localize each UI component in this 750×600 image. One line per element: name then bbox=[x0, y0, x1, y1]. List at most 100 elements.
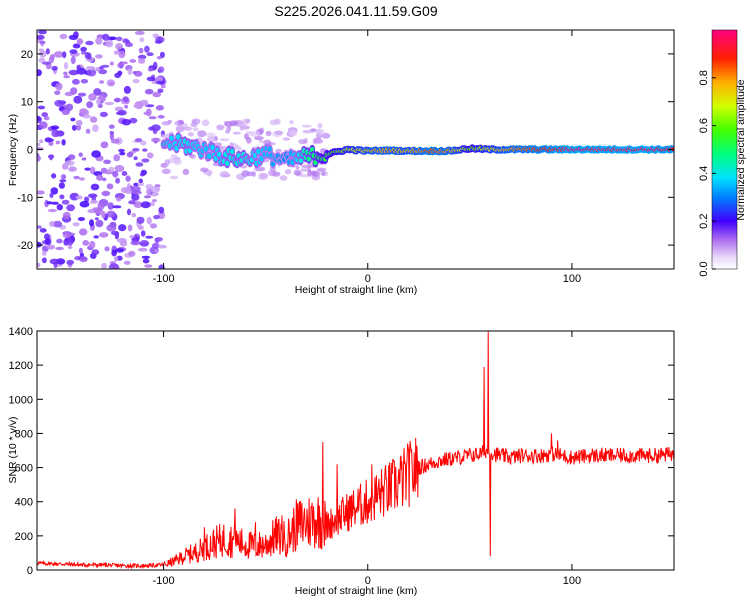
y-tick-label: 0 bbox=[27, 565, 33, 577]
noise-blob bbox=[89, 240, 96, 249]
noise-blob bbox=[124, 104, 129, 109]
halo-blob bbox=[242, 118, 248, 126]
noise-blob bbox=[37, 69, 42, 77]
noise-blob bbox=[82, 240, 90, 246]
noise-blob bbox=[63, 71, 68, 76]
y-tick-label: -10 bbox=[17, 192, 33, 204]
noise-blob bbox=[77, 92, 87, 97]
noise-blob bbox=[60, 174, 67, 180]
noise-blob bbox=[67, 244, 73, 250]
noise-blob bbox=[99, 232, 109, 238]
halo-blob bbox=[301, 124, 312, 128]
noise-blob bbox=[130, 240, 141, 246]
noise-blob bbox=[133, 201, 143, 209]
noise-blob bbox=[148, 116, 157, 120]
noise-blob bbox=[55, 140, 61, 145]
snr-y-label: SNR (10 * v/v) bbox=[7, 416, 19, 483]
noise-blob bbox=[133, 104, 141, 109]
ridge-core bbox=[207, 153, 212, 159]
halo-blob bbox=[269, 119, 277, 126]
noise-blob bbox=[154, 249, 159, 253]
noise-blob bbox=[127, 224, 133, 232]
noise-blob bbox=[132, 78, 140, 84]
x-tick-label: 100 bbox=[563, 575, 581, 587]
halo-blob bbox=[192, 127, 199, 132]
noise-blob bbox=[99, 80, 105, 84]
halo-blob bbox=[161, 168, 171, 175]
noise-blob bbox=[129, 235, 135, 239]
noise-blob bbox=[118, 224, 127, 232]
noise-blob bbox=[157, 88, 164, 94]
halo-blob bbox=[298, 139, 307, 145]
noise-blob bbox=[68, 69, 79, 76]
halo-blob bbox=[313, 137, 321, 144]
colorbar-tick-label: 0.4 bbox=[698, 166, 710, 181]
noise-blob bbox=[123, 260, 131, 265]
noise-blob bbox=[75, 195, 83, 200]
noise-blob bbox=[139, 240, 150, 247]
noise-blob bbox=[84, 167, 91, 171]
noise-blob bbox=[141, 158, 150, 163]
noise-blob bbox=[146, 52, 154, 57]
noise-blob bbox=[99, 111, 108, 118]
noise-blob bbox=[65, 103, 74, 112]
spectrogram-y-ticks: -20 -10 0 10 20 bbox=[17, 49, 674, 252]
colorbar-label: Normalized spectral amplitude bbox=[735, 79, 747, 220]
snr-x-label: Height of straight line (km) bbox=[295, 585, 418, 597]
noise-blob bbox=[122, 96, 129, 103]
noise-blob bbox=[121, 171, 128, 176]
halo-blob bbox=[290, 130, 298, 136]
noise-blob bbox=[41, 257, 47, 264]
halo-blob bbox=[315, 128, 325, 136]
noise-blob bbox=[128, 250, 136, 257]
noise-blob bbox=[135, 162, 144, 167]
ridge-core bbox=[216, 151, 222, 158]
noise-blob bbox=[153, 215, 160, 220]
noise-blob bbox=[49, 192, 54, 198]
noise-blob bbox=[146, 187, 151, 196]
noise-blob bbox=[67, 154, 76, 160]
noise-blob bbox=[134, 138, 143, 142]
noise-blob bbox=[50, 125, 60, 130]
halo-blob bbox=[175, 125, 185, 133]
colorbar-gradient bbox=[711, 29, 738, 270]
y-tick-label: 400 bbox=[15, 497, 33, 509]
halo-blob bbox=[191, 118, 201, 125]
noise-blob bbox=[37, 34, 45, 40]
noise-blob bbox=[54, 90, 61, 96]
noise-blob bbox=[75, 119, 83, 127]
noise-blob bbox=[59, 194, 65, 200]
noise-blob bbox=[55, 82, 63, 91]
noise-blob bbox=[95, 37, 103, 45]
noise-blob bbox=[48, 141, 54, 146]
noise-blob bbox=[78, 152, 83, 157]
halo-blob bbox=[164, 159, 170, 166]
halo-blob bbox=[311, 170, 321, 177]
noise-blob bbox=[85, 66, 96, 71]
noise-blob bbox=[145, 235, 154, 239]
noise-blob bbox=[63, 61, 69, 70]
noise-blob bbox=[97, 201, 105, 210]
ridge-core bbox=[210, 144, 215, 151]
noise-blob bbox=[98, 69, 108, 75]
noise-blob bbox=[89, 166, 96, 175]
spectrogram-x-ticks: -100 0 100 bbox=[153, 30, 581, 285]
noise-blob bbox=[64, 160, 75, 166]
noise-blob bbox=[76, 64, 81, 71]
x-tick-label: -100 bbox=[153, 273, 175, 285]
noise-blob bbox=[89, 219, 94, 227]
noise-blob bbox=[38, 121, 48, 129]
halo-blob bbox=[310, 128, 317, 132]
noise-blob bbox=[77, 217, 86, 221]
noise-blob bbox=[86, 68, 97, 77]
noise-blob bbox=[108, 166, 115, 172]
halo-blob bbox=[169, 175, 179, 180]
noise-blob bbox=[81, 157, 87, 161]
noise-blob bbox=[155, 80, 165, 85]
noise-blob bbox=[51, 173, 57, 179]
halo-blob bbox=[275, 148, 282, 153]
noise-blob bbox=[38, 57, 46, 63]
noise-blob bbox=[88, 209, 95, 213]
noise-blob bbox=[133, 156, 138, 161]
